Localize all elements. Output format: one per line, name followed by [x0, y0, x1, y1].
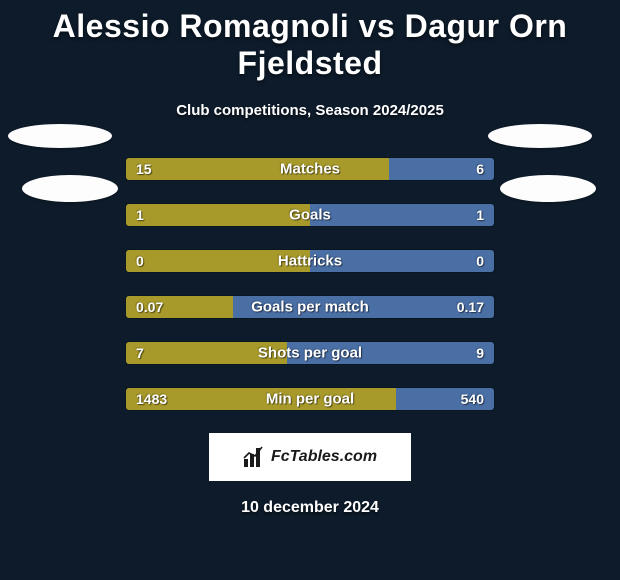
stat-name: Shots per goal	[258, 345, 362, 362]
stat-value-right: 1	[476, 207, 484, 223]
stat-value-left: 15	[136, 161, 152, 177]
player-placeholder	[500, 175, 596, 202]
season-subtitle: Club competitions, Season 2024/2025	[0, 102, 620, 119]
stat-name: Goals per match	[251, 299, 369, 316]
stat-name: Hattricks	[278, 253, 342, 270]
stat-value-right: 540	[461, 391, 484, 407]
stat-name: Min per goal	[266, 391, 354, 408]
stat-value-right: 6	[476, 161, 484, 177]
stat-value-right: 0.17	[457, 299, 484, 315]
stat-row: 7 9 Shots per goal	[125, 341, 495, 365]
bars-icon	[243, 446, 265, 468]
stat-row: 1483 540 Min per goal	[125, 387, 495, 411]
player-placeholder	[8, 124, 112, 148]
stat-name: Goals	[289, 207, 331, 224]
stat-row: 1 1 Goals	[125, 203, 495, 227]
brand-text: FcTables.com	[271, 448, 377, 466]
stat-row: 0 0 Hattricks	[125, 249, 495, 273]
bars-container: 15 6 Matches 1 1 Goals 0 0 Hattricks 0.07 0.17 Goal…	[125, 157, 495, 411]
stat-value-left: 1	[136, 207, 144, 223]
stat-row: 0.07 0.17 Goals per match	[125, 295, 495, 319]
stat-value-right: 0	[476, 253, 484, 269]
stat-value-left: 7	[136, 345, 144, 361]
brand-badge: FcTables.com	[209, 433, 411, 481]
stat-value-left: 1483	[136, 391, 167, 407]
stat-value-right: 9	[476, 345, 484, 361]
stat-bar-left	[126, 204, 310, 226]
player-placeholder	[22, 175, 118, 202]
stat-name: Matches	[280, 161, 340, 178]
player-placeholder	[488, 124, 592, 148]
stat-row: 15 6 Matches	[125, 157, 495, 181]
comparison-title: Alessio Romagnoli vs Dagur Orn Fjeldsted	[0, 0, 620, 82]
date-label: 10 december 2024	[0, 499, 620, 517]
stat-value-left: 0.07	[136, 299, 163, 315]
stat-value-left: 0	[136, 253, 144, 269]
stat-bar-right	[310, 204, 494, 226]
stat-bar-left	[126, 158, 389, 180]
